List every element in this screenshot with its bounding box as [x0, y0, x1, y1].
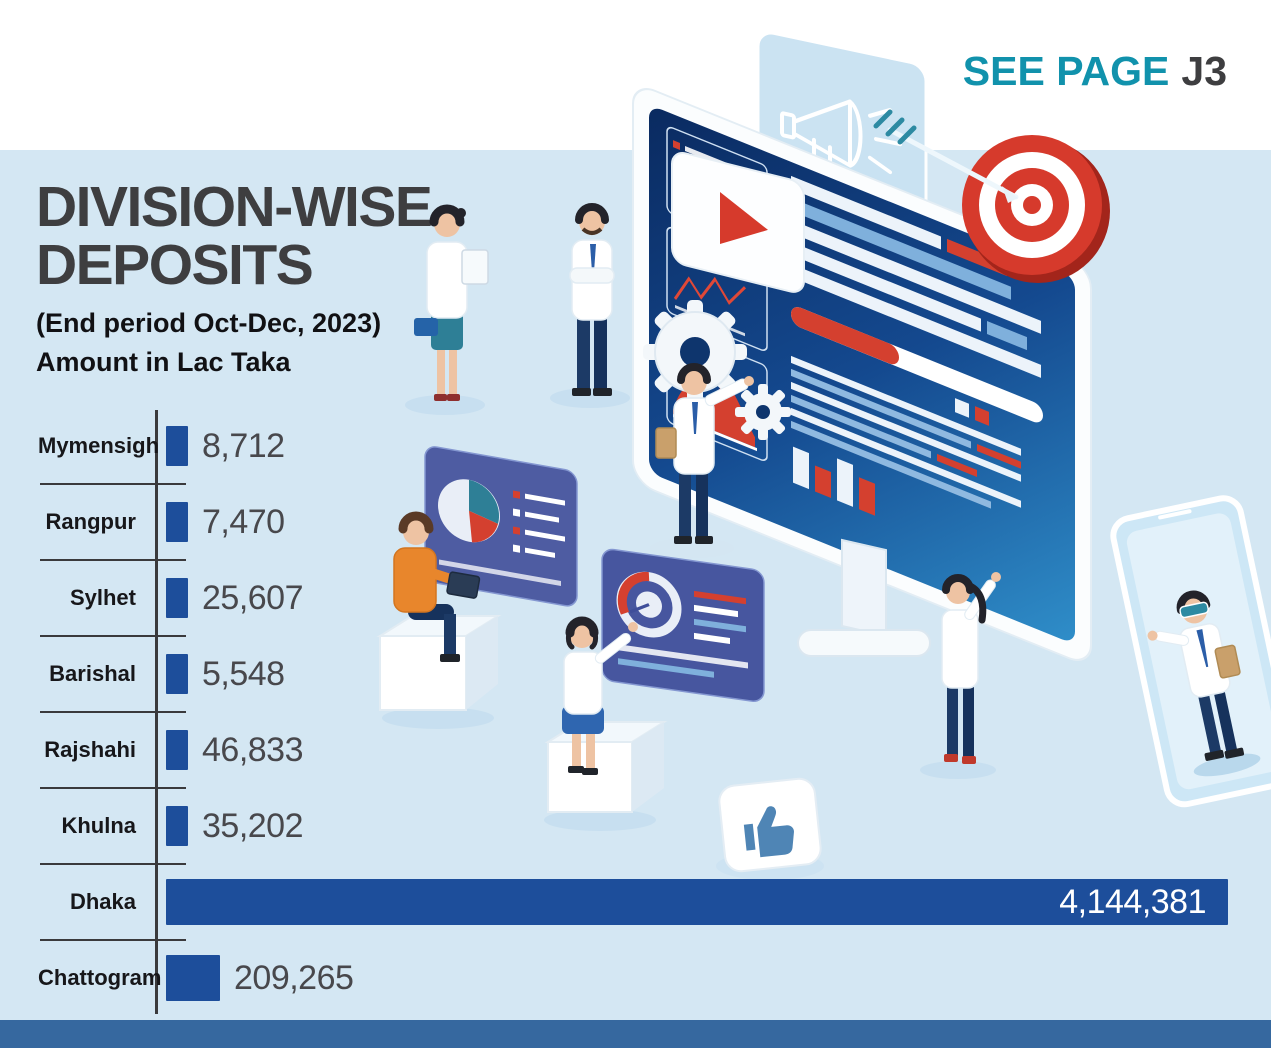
deposit-bar	[166, 654, 188, 694]
deposit-value: 46,833	[202, 730, 304, 769]
deposit-value: 35,202	[202, 806, 304, 845]
unit-note: Amount in Lac Taka	[36, 347, 291, 378]
division-label: Dhaka	[69, 889, 136, 914]
chart-row: Chattogram 209,265	[38, 940, 1238, 1016]
target-icon	[962, 135, 1110, 283]
deposit-bar	[166, 806, 188, 846]
deposit-value: 25,607	[202, 578, 304, 617]
deposit-bar	[166, 502, 188, 542]
deposit-bar	[166, 730, 188, 770]
division-label: Khulna	[61, 813, 136, 838]
deposit-value: 209,265	[234, 958, 354, 997]
division-label: Rangpur	[45, 509, 136, 534]
division-label: Chattogram	[38, 965, 162, 990]
deposits-bar-chart: Mymensigh 8,712 Rangpur 7,470 Sylhet 25,607 Ba…	[38, 408, 1238, 1016]
deposit-bar: 4,144,381	[166, 879, 1228, 925]
deposit-bar	[166, 426, 188, 466]
chart-row: Sylhet 25,607	[38, 560, 1238, 637]
chart-row: Khulna 35,202	[38, 788, 1238, 865]
deposit-value: 7,470	[202, 502, 285, 541]
see-page-note: SEE PAGE J3	[963, 48, 1227, 95]
deposit-bar	[166, 578, 188, 618]
bottom-band	[0, 1020, 1271, 1048]
division-label: Mymensigh	[38, 433, 160, 458]
chart-row: Rajshahi 46,833	[38, 712, 1238, 789]
deposit-value: 8,712	[202, 426, 285, 465]
person-man-crossed-arms	[550, 203, 630, 408]
chart-subtitle: (End period Oct-Dec, 2023)	[36, 308, 382, 339]
chart-row: Mymensigh 8,712	[38, 408, 1238, 485]
play-icon	[671, 152, 805, 293]
chart-row: Barishal 5,548	[38, 636, 1238, 713]
deposit-value: 5,548	[202, 654, 285, 693]
see-page-ref: J3	[1181, 48, 1227, 94]
division-label: Sylhet	[69, 585, 136, 610]
division-label: Barishal	[49, 661, 136, 686]
deposit-value: 4,144,381	[1059, 882, 1206, 921]
chart-title: DIVISION-WISE DEPOSITS	[36, 175, 433, 298]
see-page-label: SEE PAGE	[962, 48, 1170, 94]
chart-row: Rangpur 7,470	[38, 484, 1238, 561]
division-label: Rajshahi	[44, 737, 136, 762]
chart-rows: Mymensigh 8,712 Rangpur 7,470 Sylhet 25,607 Ba…	[38, 408, 1238, 1016]
title-block: DIVISION-WISE DEPOSITS (End period Oct-D…	[36, 178, 476, 378]
deposit-bar	[166, 955, 220, 1001]
gear-icon	[643, 300, 747, 404]
chart-row: Dhaka 4,144,381	[38, 864, 1238, 941]
